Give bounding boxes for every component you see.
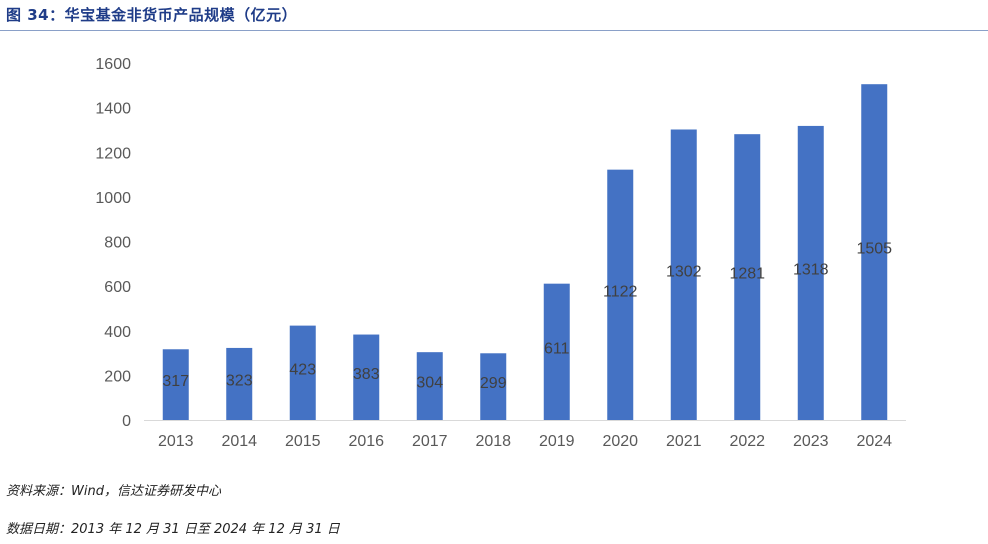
bar-2019 bbox=[543, 283, 570, 420]
data-label-2023: 1318 bbox=[793, 261, 829, 278]
x-tick-label: 2024 bbox=[856, 433, 892, 450]
y-tick-label: 400 bbox=[104, 324, 131, 341]
x-tick-label: 2016 bbox=[348, 433, 384, 450]
bar-2024 bbox=[861, 84, 888, 421]
x-tick-label: 2015 bbox=[285, 433, 321, 450]
y-tick-label: 200 bbox=[104, 368, 131, 385]
y-tick-label: 1600 bbox=[95, 56, 131, 73]
bar-2015 bbox=[289, 325, 316, 420]
data-label-2013: 317 bbox=[162, 373, 189, 390]
title-divider bbox=[0, 30, 988, 31]
bar-2018 bbox=[480, 353, 507, 420]
x-tick-label: 2023 bbox=[793, 433, 829, 450]
x-tick-label: 2014 bbox=[221, 433, 257, 450]
x-tick-label: 2018 bbox=[475, 433, 511, 450]
bar-2017 bbox=[416, 352, 443, 420]
data-label-2018: 299 bbox=[480, 375, 507, 392]
data-label-2016: 383 bbox=[353, 366, 380, 383]
x-tick-label: 2017 bbox=[412, 433, 448, 450]
data-label-2019: 611 bbox=[544, 340, 570, 357]
x-tick-label: 2019 bbox=[539, 433, 575, 450]
y-tick-label: 800 bbox=[104, 235, 131, 252]
data-label-2015: 423 bbox=[289, 361, 316, 378]
x-tick-label: 2020 bbox=[602, 433, 638, 450]
data-label-2020: 1122 bbox=[603, 283, 638, 300]
data-label-2021: 1302 bbox=[666, 263, 702, 280]
bar-2013 bbox=[162, 349, 189, 420]
bar-2014 bbox=[226, 347, 253, 420]
bar-2023 bbox=[797, 125, 824, 420]
data-label-2022: 1281 bbox=[729, 266, 765, 283]
data-label-2017: 304 bbox=[416, 375, 443, 392]
bar-chart: 0 200 400 600 800 1000 1200 1400 1600 317 2013 323 2… bbox=[95, 56, 906, 450]
bar-2016 bbox=[353, 334, 380, 420]
y-tick-label: 0 bbox=[122, 413, 131, 430]
y-tick-label: 1400 bbox=[95, 101, 131, 118]
source-note: 资料来源：Wind，信达证券研发中心 bbox=[6, 484, 221, 499]
data-label-2024: 1505 bbox=[856, 241, 892, 258]
y-tick-label: 1200 bbox=[95, 145, 131, 162]
y-tick-label: 1000 bbox=[95, 190, 131, 207]
x-tick-label: 2013 bbox=[158, 433, 194, 450]
bar-2020 bbox=[607, 169, 634, 420]
date-note: 数据日期：2013 年 12 月 31 日至 2024 年 12 月 31 日 bbox=[6, 522, 340, 537]
figure-title: 图 34：华宝基金非货币产品规模（亿元） bbox=[6, 6, 298, 24]
bar-2021 bbox=[670, 129, 697, 420]
bar-2022 bbox=[734, 134, 761, 420]
data-label-2014: 323 bbox=[226, 373, 253, 390]
x-tick-label: 2022 bbox=[729, 433, 765, 450]
y-tick-label: 600 bbox=[104, 279, 131, 296]
x-tick-label: 2021 bbox=[666, 433, 702, 450]
